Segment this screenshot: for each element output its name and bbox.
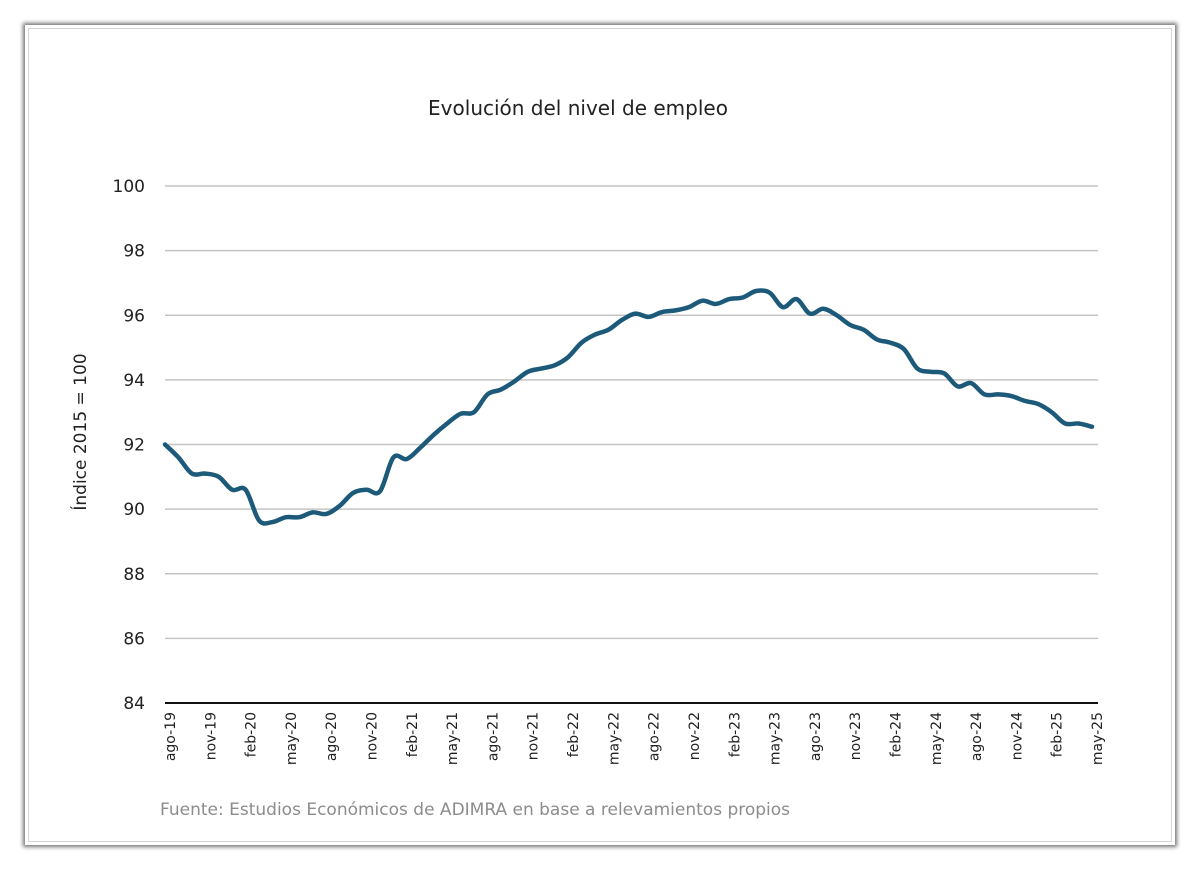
x-tick-label: ago-22 (647, 712, 663, 761)
x-axis-ticks: ago-19 nov-19 feb-20 may-20 ago-20 nov-20 feb-… (163, 712, 1106, 765)
x-tick-label: feb-23 (727, 712, 743, 757)
x-tick-label: nov-21 (526, 712, 542, 760)
y-tick-label: 100 (113, 177, 145, 197)
x-tick-label: nov-24 (1009, 712, 1025, 760)
x-tick-label: nov-19 (203, 712, 219, 760)
y-tick-label: 90 (123, 500, 145, 520)
x-tick-label: ago-23 (808, 712, 824, 761)
x-tick-label: may-20 (284, 712, 300, 765)
x-tick-label: nov-23 (848, 712, 864, 760)
y-tick-label: 92 (123, 436, 145, 456)
x-tick-label: ago-20 (324, 712, 340, 761)
x-tick-label: feb-20 (244, 712, 260, 757)
x-tick-label: ago-24 (969, 712, 985, 761)
x-tick-label: nov-22 (687, 712, 703, 760)
x-tick-label: feb-24 (888, 712, 904, 757)
source-note: Fuente: Estudios Económicos de ADIMRA en… (160, 800, 790, 820)
y-tick-label: 94 (123, 371, 145, 391)
y-tick-label: 86 (123, 629, 145, 649)
x-tick-label: feb-25 (1050, 712, 1066, 757)
chart-title: Evolución del nivel de empleo (428, 96, 728, 120)
y-tick-label: 84 (123, 694, 145, 714)
series-line-0 (162, 288, 1095, 526)
x-tick-label: may-22 (606, 712, 622, 765)
x-tick-label: ago-19 (163, 712, 179, 761)
y-axis-ticks: 84 86 88 90 92 94 96 98 100 (113, 177, 145, 714)
x-tick-label: may-25 (1090, 712, 1106, 765)
y-axis-label: Índice 2015 = 100 (69, 353, 91, 510)
x-tick-label: ago-21 (485, 712, 501, 761)
x-tick-label: feb-22 (566, 712, 582, 757)
y-tick-label: 96 (123, 306, 145, 326)
x-tick-label: may-23 (768, 712, 784, 765)
series-layer (162, 288, 1095, 526)
x-tick-label: feb-21 (405, 712, 421, 757)
x-tick-label: nov-20 (365, 712, 381, 760)
y-tick-label: 88 (123, 565, 145, 585)
gridlines (165, 185, 1098, 640)
chart-frame (28, 28, 1172, 842)
x-tick-label: may-24 (929, 712, 945, 765)
y-tick-label: 98 (123, 242, 145, 262)
x-tick-label: may-21 (445, 712, 461, 765)
